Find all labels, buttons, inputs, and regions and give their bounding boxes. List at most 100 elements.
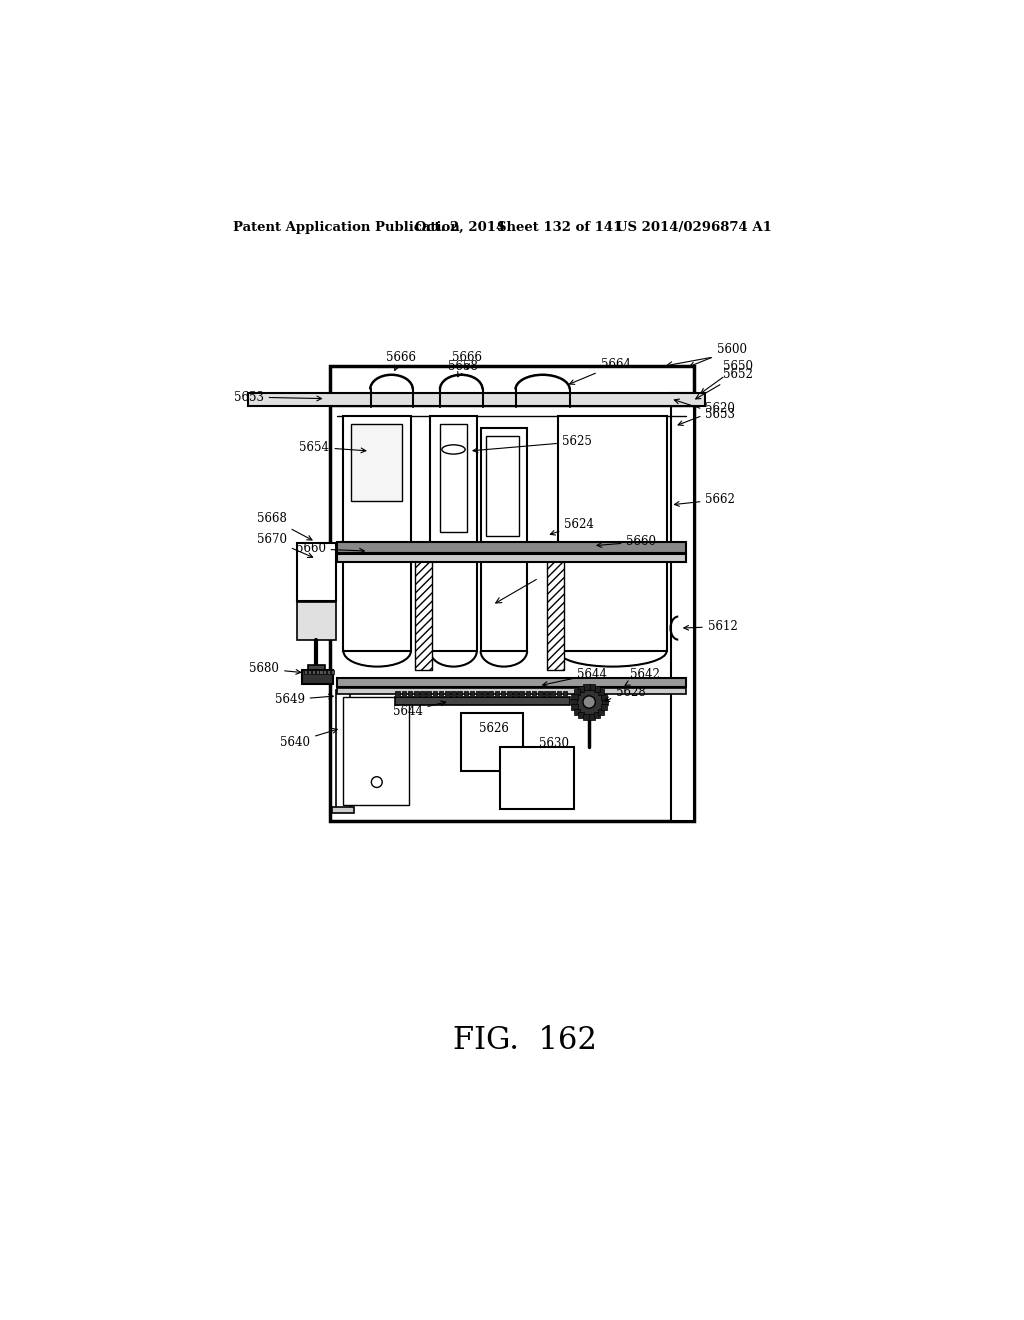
Text: 5626: 5626: [479, 722, 509, 735]
Circle shape: [372, 776, 382, 788]
Bar: [544, 692, 549, 697]
Bar: [594, 713, 600, 718]
Bar: [331, 671, 334, 675]
Bar: [570, 700, 577, 705]
Text: Oct. 2, 2014: Oct. 2, 2014: [415, 222, 505, 234]
Text: 5649: 5649: [274, 693, 333, 706]
Bar: [308, 665, 325, 671]
Bar: [415, 552, 432, 671]
Bar: [507, 692, 512, 697]
Bar: [426, 692, 431, 697]
Text: Sheet 132 of 141: Sheet 132 of 141: [497, 222, 623, 234]
Bar: [445, 692, 450, 697]
Bar: [584, 684, 590, 690]
Bar: [486, 436, 518, 536]
Bar: [598, 709, 604, 715]
Bar: [531, 692, 537, 697]
Text: 5630: 5630: [539, 737, 568, 750]
Bar: [297, 544, 336, 601]
Text: 5658: 5658: [447, 360, 478, 376]
Bar: [395, 697, 569, 705]
Bar: [601, 694, 607, 700]
Bar: [594, 685, 600, 692]
Bar: [501, 692, 506, 697]
Text: 5612: 5612: [684, 620, 737, 634]
Bar: [598, 689, 604, 696]
Bar: [328, 671, 331, 675]
Bar: [337, 543, 686, 553]
Bar: [304, 671, 307, 675]
Bar: [464, 692, 468, 697]
Bar: [395, 692, 400, 697]
Text: 5668: 5668: [257, 512, 312, 540]
Bar: [579, 713, 585, 718]
Bar: [574, 709, 581, 715]
Text: 5680: 5680: [249, 663, 301, 676]
Text: 5644: 5644: [543, 668, 607, 686]
Bar: [458, 692, 462, 697]
Text: 5670: 5670: [257, 533, 312, 557]
Bar: [438, 692, 443, 697]
Text: 5628: 5628: [604, 685, 646, 701]
Bar: [452, 692, 456, 697]
Bar: [601, 700, 607, 705]
Bar: [311, 671, 314, 675]
Bar: [414, 692, 419, 697]
Bar: [351, 424, 401, 502]
Bar: [420, 692, 425, 697]
Bar: [550, 692, 555, 697]
Bar: [584, 714, 590, 721]
Bar: [571, 694, 578, 700]
Ellipse shape: [442, 445, 465, 454]
Text: FIG.  162: FIG. 162: [453, 1024, 597, 1056]
Bar: [476, 692, 480, 697]
Text: 5624: 5624: [550, 517, 594, 535]
Bar: [337, 688, 686, 694]
Text: 5644: 5644: [392, 701, 445, 718]
Bar: [336, 689, 349, 809]
Text: 5653: 5653: [675, 399, 735, 421]
Text: Patent Application Publication: Patent Application Publication: [232, 222, 460, 234]
Text: 5666: 5666: [386, 351, 416, 371]
Text: 5660: 5660: [296, 543, 365, 556]
Bar: [495, 692, 500, 697]
Text: 5600: 5600: [690, 343, 746, 367]
Bar: [432, 692, 437, 697]
Bar: [519, 692, 524, 697]
Bar: [332, 807, 353, 813]
Bar: [571, 704, 578, 710]
Bar: [589, 684, 595, 690]
Bar: [297, 602, 336, 640]
Bar: [408, 692, 413, 697]
Bar: [470, 692, 474, 697]
Bar: [324, 671, 327, 675]
Bar: [302, 671, 334, 684]
Bar: [337, 554, 686, 562]
Bar: [671, 393, 693, 821]
Text: US 2014/0296874 A1: US 2014/0296874 A1: [616, 222, 772, 234]
Text: 5653: 5653: [233, 391, 322, 404]
Text: 5652: 5652: [695, 367, 753, 399]
Text: 5650: 5650: [700, 360, 754, 393]
Bar: [574, 689, 581, 696]
Bar: [579, 685, 585, 692]
Text: 5666: 5666: [452, 351, 481, 370]
Bar: [308, 671, 311, 675]
Bar: [557, 692, 561, 697]
Bar: [538, 692, 543, 697]
Bar: [488, 692, 493, 697]
Text: 5660: 5660: [597, 536, 656, 548]
Bar: [500, 747, 573, 809]
Bar: [401, 692, 407, 697]
Bar: [343, 416, 411, 651]
Bar: [315, 671, 318, 675]
Bar: [330, 367, 693, 821]
Bar: [319, 671, 323, 675]
Bar: [480, 428, 527, 651]
Bar: [440, 424, 467, 532]
Bar: [563, 692, 567, 697]
Circle shape: [583, 696, 595, 708]
Text: 5620: 5620: [678, 403, 735, 425]
Text: 5640: 5640: [281, 729, 337, 748]
Bar: [558, 416, 667, 651]
